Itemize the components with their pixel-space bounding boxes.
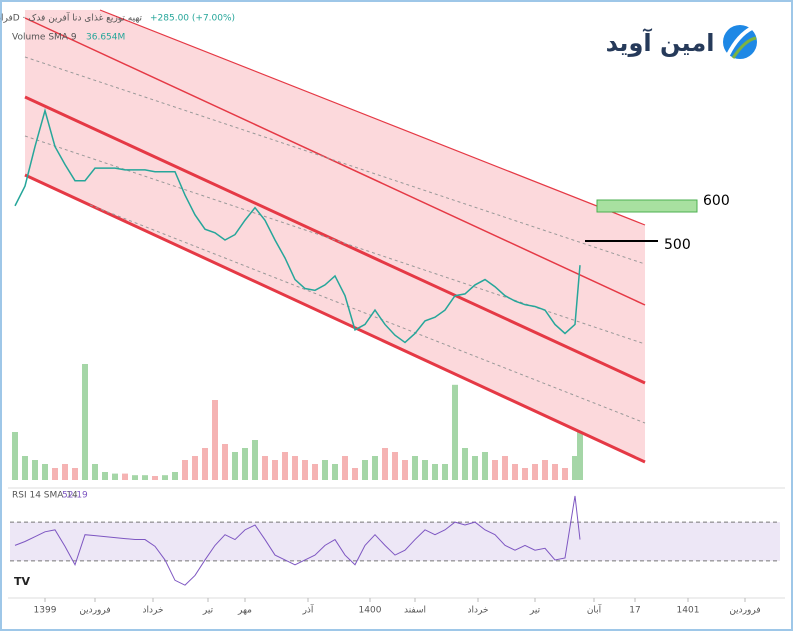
channel-fill	[25, 10, 645, 462]
volume-bar	[532, 464, 538, 480]
volume-bar	[302, 460, 308, 480]
volume-bar	[482, 452, 488, 480]
volume-bar	[502, 456, 508, 480]
volume-bar	[262, 456, 268, 480]
volume-bar	[132, 475, 138, 480]
volume-bar	[162, 475, 168, 480]
volume-bar	[322, 460, 328, 480]
volume-bar	[512, 464, 518, 480]
volume-bar	[542, 460, 548, 480]
annotation: 500	[664, 237, 691, 253]
volume-bar	[562, 468, 568, 480]
volume-bar	[577, 415, 583, 480]
rsi-legend: RSI 14 SMA 14	[12, 491, 78, 501]
x-tick-label: فروردین	[79, 606, 110, 616]
channel-line	[24, 17, 646, 306]
volume-bar	[292, 456, 298, 480]
volume-bar	[122, 473, 128, 480]
volume-bar	[572, 456, 578, 480]
volume-bar	[392, 452, 398, 480]
volume-bar	[232, 452, 238, 480]
logo-text: امین آوید	[606, 28, 715, 57]
rsi-value: 52.19	[62, 491, 88, 501]
header-title: فرابورس · 1D · تهیه توزیع غذای دنا آفرین…	[0, 12, 142, 24]
volume-bar	[402, 460, 408, 480]
volume-bar	[152, 476, 158, 480]
volume-bar	[212, 400, 218, 480]
x-tick-label: آذر	[302, 604, 314, 616]
volume-bar	[342, 456, 348, 480]
volume-bar	[32, 460, 38, 480]
channel-line	[99, 9, 646, 226]
volume-bar	[242, 448, 248, 480]
volume-bar	[332, 464, 338, 480]
channel-line	[24, 173, 646, 464]
logo-icon	[731, 36, 757, 59]
volume-bar	[52, 468, 58, 480]
x-tick-label: اسفند	[404, 606, 426, 616]
x-tick-label: 1401	[677, 606, 700, 616]
volume-bar	[522, 468, 528, 480]
volume-bar	[62, 464, 68, 480]
volume-bar	[362, 460, 368, 480]
volume-value: 36.654M	[86, 33, 125, 43]
dashed-line	[24, 56, 646, 265]
volume-bar	[42, 464, 48, 480]
logo-icon	[726, 26, 753, 56]
x-tick-label: فروردین	[729, 606, 760, 616]
volume-bar	[282, 452, 288, 480]
x-tick-label: مهر	[237, 606, 252, 616]
volume-bar	[552, 464, 558, 480]
x-tick-label: تیر	[529, 606, 541, 616]
volume-bar	[82, 364, 88, 480]
volume-bar	[172, 472, 178, 480]
volume-bar	[102, 472, 108, 480]
volume-bar	[22, 456, 28, 480]
volume-bar	[272, 460, 278, 480]
volume-bar	[142, 475, 148, 480]
volume-bar	[472, 456, 478, 480]
volume-bar	[382, 448, 388, 480]
volume-bar	[192, 456, 198, 480]
volume-bar	[312, 464, 318, 480]
x-tick-label: 1400	[359, 606, 382, 616]
volume-bar	[92, 464, 98, 480]
x-tick-label: آبان	[587, 604, 602, 616]
x-tick-label: 17	[629, 606, 640, 616]
volume-bar	[72, 468, 78, 480]
volume-bar	[442, 464, 448, 480]
x-tick-label: خرداد	[142, 606, 163, 616]
logo: امین آوید	[606, 25, 757, 59]
volume-bar	[222, 444, 228, 480]
volume-bar	[112, 473, 118, 480]
volume-bar	[182, 460, 188, 480]
x-tick-label: خرداد	[467, 606, 488, 616]
volume-bar	[452, 384, 458, 480]
volume-bar	[462, 448, 468, 480]
volume-bar	[492, 460, 498, 480]
tv-logo: TV	[14, 575, 31, 588]
price-line	[14, 107, 581, 344]
volume-bar	[202, 448, 208, 480]
rsi-line	[14, 495, 581, 586]
target-zone	[596, 199, 698, 213]
annotation: 600	[703, 193, 730, 209]
volume-legend: Volume SMA 9	[12, 33, 77, 43]
volume-bar	[352, 468, 358, 480]
volume-bar	[372, 456, 378, 480]
x-tick-label: 1399	[34, 606, 57, 616]
volume-bar	[422, 460, 428, 480]
header-change: +285.00 (+7.00%)	[150, 14, 235, 24]
volume-bar	[252, 440, 258, 480]
volume-bar	[432, 464, 438, 480]
volume-bar	[412, 456, 418, 480]
x-tick-label: تیر	[202, 606, 214, 616]
volume-bar	[12, 432, 18, 480]
